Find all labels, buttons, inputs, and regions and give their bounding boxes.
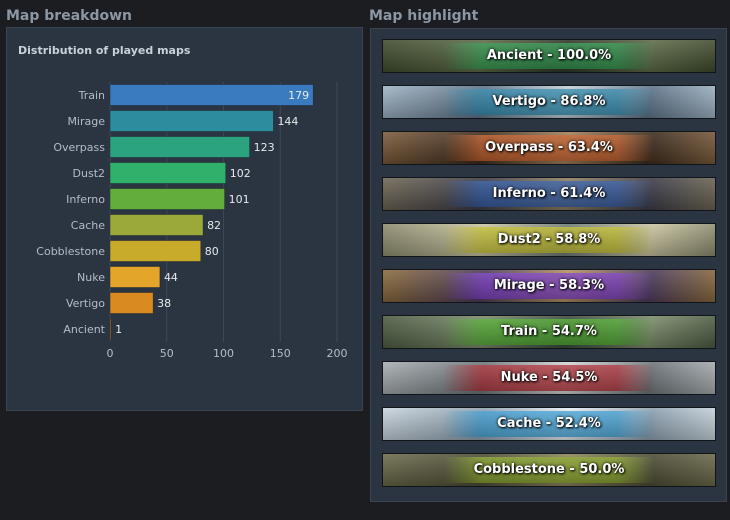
- map-highlight-label: Ancient - 100.0%: [486, 48, 612, 63]
- map-highlight-mirage[interactable]: Mirage - 58.3%: [382, 269, 716, 303]
- data-label: 38: [157, 297, 171, 310]
- x-tick-label: 100: [213, 347, 234, 360]
- map-highlight-label: Mirage - 58.3%: [493, 278, 605, 293]
- map-highlight-dust2[interactable]: Dust2 - 58.8%: [382, 223, 716, 257]
- category-label: Cobblestone: [36, 245, 105, 258]
- x-tick-label: 0: [107, 347, 114, 360]
- chart-title: Distribution of played maps: [18, 44, 191, 57]
- tile-shade: [383, 316, 715, 348]
- bar: [109, 110, 274, 132]
- highlight-band: [443, 411, 655, 437]
- tile-shade: [383, 270, 715, 302]
- map-highlight-title: Map highlight: [369, 8, 479, 24]
- highlight-band: [443, 365, 655, 391]
- map-highlight-overpass[interactable]: Overpass - 63.4%: [382, 131, 716, 165]
- x-tick-label: 200: [327, 347, 348, 360]
- map-breakdown-panel: Distribution of played maps 0 50 100 150 200…: [6, 27, 363, 411]
- bar: [109, 292, 154, 314]
- map-highlight-label: Overpass - 63.4%: [485, 140, 613, 155]
- highlight-band: [443, 273, 655, 299]
- tile-shade: [383, 40, 715, 72]
- data-label: 179: [288, 89, 309, 102]
- bar: [109, 188, 225, 210]
- category-label: Dust2: [73, 167, 105, 180]
- data-label: 101: [229, 193, 250, 206]
- data-label: 102: [230, 167, 251, 180]
- map-breakdown-title: Map breakdown: [6, 8, 132, 24]
- map-highlight-nuke[interactable]: Nuke - 54.5%: [382, 361, 716, 395]
- tile-shade: [383, 178, 715, 210]
- highlight-band: [443, 457, 655, 483]
- category-label: Vertigo: [66, 297, 105, 310]
- tile-shade: [383, 454, 715, 486]
- data-label: 1: [115, 323, 122, 336]
- map-highlight-label: Nuke - 54.5%: [500, 370, 598, 385]
- map-highlight-label: Train - 54.7%: [501, 324, 597, 339]
- tile-shade: [383, 408, 715, 440]
- category-label: Nuke: [77, 271, 105, 284]
- map-highlight-panel: Ancient - 100.0% Vertigo - 86.8% Overpass …: [370, 28, 727, 502]
- tile-shade: [383, 224, 715, 256]
- map-highlight-label: Dust2 - 58.8%: [497, 232, 601, 247]
- bar: [109, 240, 202, 262]
- category-label: Mirage: [67, 115, 105, 128]
- bar: [109, 214, 204, 236]
- highlight-band: [443, 227, 655, 253]
- bar: [109, 136, 250, 158]
- map-highlight-label: Cobblestone - 50.0%: [473, 462, 625, 477]
- category-label: Inferno: [66, 193, 105, 206]
- bar: [109, 266, 161, 288]
- data-label: 82: [207, 219, 221, 232]
- data-label: 144: [277, 115, 298, 128]
- highlight-band: [443, 319, 655, 345]
- map-highlight-cobblestone[interactable]: Cobblestone - 50.0%: [382, 453, 716, 487]
- bar: [109, 318, 112, 340]
- map-highlight-label: Cache - 52.4%: [497, 416, 601, 431]
- map-highlight-ancient[interactable]: Ancient - 100.0%: [382, 39, 716, 73]
- map-highlight-inferno[interactable]: Inferno - 61.4%: [382, 177, 716, 211]
- x-tick-label: 50: [160, 347, 174, 360]
- bar: [109, 84, 314, 106]
- x-tick-label: 150: [270, 347, 291, 360]
- highlight-band: [443, 181, 655, 207]
- highlight-band: [443, 43, 655, 69]
- category-label: Cache: [71, 219, 105, 232]
- map-highlight-vertigo[interactable]: Vertigo - 86.8%: [382, 85, 716, 119]
- data-label: 44: [164, 271, 178, 284]
- tile-shade: [383, 132, 715, 164]
- highlight-band: [443, 89, 655, 115]
- highlight-band: [443, 135, 655, 161]
- tile-shade: [383, 362, 715, 394]
- map-highlight-label: Inferno - 61.4%: [492, 186, 606, 201]
- data-label: 80: [205, 245, 219, 258]
- data-label: 123: [254, 141, 275, 154]
- map-highlight-train[interactable]: Train - 54.7%: [382, 315, 716, 349]
- bar: [109, 162, 227, 184]
- map-highlight-cache[interactable]: Cache - 52.4%: [382, 407, 716, 441]
- category-label: Overpass: [53, 141, 105, 154]
- category-label: Train: [78, 89, 105, 102]
- map-highlight-label: Vertigo - 86.8%: [492, 94, 606, 109]
- tile-shade: [383, 86, 715, 118]
- category-label: Ancient: [63, 323, 105, 336]
